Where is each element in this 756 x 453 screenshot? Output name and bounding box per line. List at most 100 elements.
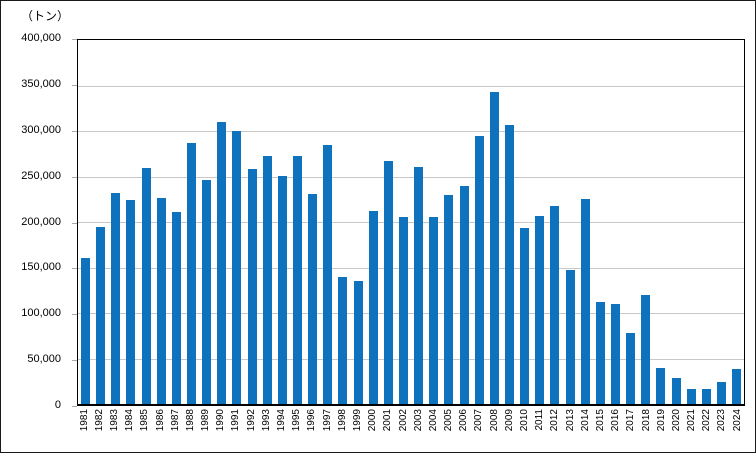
x-axis-tick-label: 2009 xyxy=(503,409,515,432)
bar-band-1985 xyxy=(139,40,154,404)
plot-area xyxy=(77,39,745,406)
bar-band-1988 xyxy=(184,40,199,404)
bar-band-2015 xyxy=(593,40,608,404)
bar-1994 xyxy=(277,175,287,404)
x-label-cell-2016: 2016 xyxy=(609,409,624,452)
bar-band-2019 xyxy=(653,40,668,404)
x-label-cell-2000: 2000 xyxy=(366,409,381,452)
x-label-cell-1985: 1985 xyxy=(138,409,153,452)
bar-band-1997 xyxy=(320,40,335,404)
bar-band-2020 xyxy=(668,40,683,404)
bar-1999 xyxy=(353,281,363,404)
bar-band-1990 xyxy=(214,40,229,404)
bar-band-2021 xyxy=(684,40,699,404)
bar-band-2017 xyxy=(623,40,638,404)
x-axis-tick-label: 1986 xyxy=(154,409,166,432)
bar-1997 xyxy=(323,144,333,404)
bar-band-2004 xyxy=(426,40,441,404)
x-label-cell-2014: 2014 xyxy=(578,409,593,452)
bar-2020 xyxy=(671,377,681,404)
y-axis-tick-mark xyxy=(72,360,77,362)
x-label-cell-1982: 1982 xyxy=(92,409,107,452)
x-label-cell-1992: 1992 xyxy=(244,409,259,452)
y-axis-tick-mark xyxy=(72,222,77,224)
bar-1993 xyxy=(262,155,272,404)
y-axis-tick-label: 300,000 xyxy=(21,123,61,136)
x-axis-tick-label: 2021 xyxy=(686,409,698,432)
x-axis-tick-label: 2015 xyxy=(594,409,606,432)
bar-2002 xyxy=(399,216,409,404)
x-label-cell-2001: 2001 xyxy=(381,409,396,452)
x-axis-tick-label: 2003 xyxy=(412,409,424,432)
x-axis-tick-label: 2020 xyxy=(670,409,682,432)
bar-band-1984 xyxy=(123,40,138,404)
y-axis-tick-label: 200,000 xyxy=(21,215,61,228)
bar-2016 xyxy=(610,303,620,404)
x-axis-tick-label: 2010 xyxy=(519,409,531,432)
bar-1989 xyxy=(202,180,212,404)
y-axis-tick-label: 100,000 xyxy=(21,307,61,320)
y-axis-tick-mark xyxy=(72,406,77,407)
bar-1986 xyxy=(156,198,166,404)
y-axis-tick-label: 0 xyxy=(54,399,61,411)
bar-2014 xyxy=(580,199,590,404)
gridline xyxy=(78,222,744,223)
bar-1987 xyxy=(171,212,181,404)
x-label-cell-2006: 2006 xyxy=(457,409,472,452)
x-axis-tick-label: 2018 xyxy=(640,409,652,432)
x-label-cell-1989: 1989 xyxy=(199,409,214,452)
bar-2003 xyxy=(414,167,424,404)
x-label-cell-2024: 2024 xyxy=(730,409,745,452)
bar-2004 xyxy=(429,217,439,404)
bar-band-1999 xyxy=(351,40,366,404)
x-label-cell-2020: 2020 xyxy=(669,409,684,452)
x-axis-tick-label: 1992 xyxy=(245,409,257,432)
bar-band-2023 xyxy=(714,40,729,404)
bar-2018 xyxy=(641,294,651,404)
bar-1983 xyxy=(111,192,121,404)
x-axis-tick-label: 1997 xyxy=(321,409,333,432)
bar-1982 xyxy=(96,226,106,404)
bar-band-2002 xyxy=(396,40,411,404)
x-label-cell-1984: 1984 xyxy=(123,409,138,452)
y-axis-tick-label: 50,000 xyxy=(27,353,61,366)
x-axis-tick-label: 2022 xyxy=(701,409,713,432)
bar-2006 xyxy=(459,185,469,404)
x-axis-tick-label: 1991 xyxy=(230,409,242,432)
bar-band-1991 xyxy=(229,40,244,404)
x-label-cell-2008: 2008 xyxy=(487,409,502,452)
x-label-cell-2013: 2013 xyxy=(563,409,578,452)
bar-2015 xyxy=(595,302,605,404)
bar-band-1994 xyxy=(275,40,290,404)
x-axis-tick-label: 1988 xyxy=(184,409,196,432)
bar-band-1996 xyxy=(305,40,320,404)
y-axis-tick-mark xyxy=(72,314,77,316)
x-label-cell-2005: 2005 xyxy=(442,409,457,452)
x-label-cell-2011: 2011 xyxy=(533,409,548,452)
bar-band-2013 xyxy=(563,40,578,404)
bar-1998 xyxy=(338,276,348,404)
x-label-cell-1997: 1997 xyxy=(320,409,335,452)
x-axis-tick-label: 1985 xyxy=(139,409,151,432)
bar-band-2012 xyxy=(547,40,562,404)
y-axis-tick-label: 350,000 xyxy=(21,77,61,90)
x-label-cell-2004: 2004 xyxy=(426,409,441,452)
bar-band-2016 xyxy=(608,40,623,404)
bar-band-1998 xyxy=(335,40,350,404)
x-axis-tick-label: 2023 xyxy=(716,409,728,432)
gridline xyxy=(78,358,744,360)
x-label-cell-1983: 1983 xyxy=(107,409,122,452)
bar-1996 xyxy=(308,193,318,404)
x-label-cell-1994: 1994 xyxy=(274,409,289,452)
bar-band-1982 xyxy=(93,40,108,404)
bar-1991 xyxy=(232,131,242,404)
y-axis-tick-mark xyxy=(72,176,77,178)
x-label-cell-1986: 1986 xyxy=(153,409,168,452)
x-label-cell-1991: 1991 xyxy=(229,409,244,452)
bar-band-1995 xyxy=(290,40,305,404)
bar-band-2007 xyxy=(472,40,487,404)
x-label-cell-1998: 1998 xyxy=(335,409,350,452)
x-label-cell-2010: 2010 xyxy=(517,409,532,452)
y-axis-tick-mark xyxy=(72,268,77,270)
